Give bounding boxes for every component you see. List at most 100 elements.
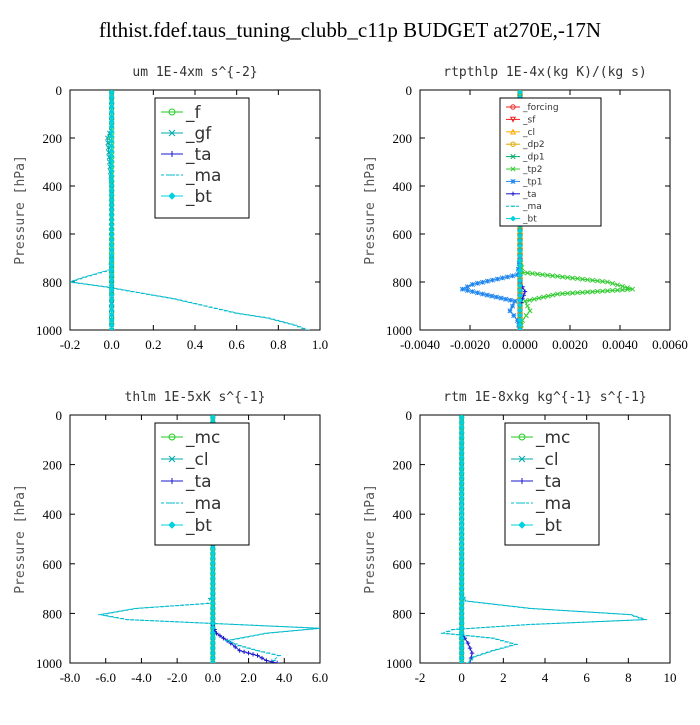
series-ma	[98, 593, 320, 662]
series-bt	[108, 90, 115, 330]
data-point	[237, 648, 242, 653]
data-point	[210, 660, 216, 663]
data-point	[514, 272, 521, 278]
legend-label: _mc	[185, 428, 220, 448]
x-tick-label: 2.0	[240, 670, 256, 685]
data-point	[554, 273, 561, 279]
legend-label: _ta	[185, 472, 212, 492]
data-point	[522, 298, 528, 304]
data-point	[584, 277, 591, 283]
x-tick-label: -4.0	[131, 670, 152, 685]
data-point	[574, 276, 581, 282]
data-point	[498, 295, 504, 301]
data-point	[458, 660, 465, 663]
legend-marker	[169, 478, 175, 484]
panel-title: um 1E-4xm s^{-2}	[132, 65, 257, 80]
legend-label: _ma	[535, 494, 571, 514]
legend-label: _gf	[185, 124, 212, 144]
panel-title: thlm 1E-5xK s^{-1}	[125, 390, 266, 405]
y-tick-label: 600	[393, 557, 413, 572]
legend-label: _ma	[185, 494, 221, 514]
data-point	[259, 655, 265, 661]
x-tick-label: 4.0	[276, 670, 292, 685]
legend-label: _dp1	[522, 153, 545, 163]
data-point	[255, 653, 260, 658]
x-tick-label: 0.6	[229, 337, 246, 352]
legend-label: _ta	[185, 145, 212, 165]
legend-label: _dp2	[522, 140, 545, 150]
legend-marker	[168, 129, 176, 137]
y-axis-label: Pressure [hPa]	[363, 484, 378, 594]
data-point	[624, 286, 631, 293]
data-point	[493, 294, 499, 300]
data-point	[584, 289, 591, 295]
data-point	[599, 278, 606, 284]
legend-marker	[510, 215, 516, 222]
data-point	[550, 292, 556, 298]
legend-label: _bt	[522, 215, 537, 225]
legend-label: _f	[185, 103, 202, 123]
x-tick-label: 8	[625, 670, 632, 685]
legend-marker	[509, 116, 517, 123]
series-ma	[70, 257, 310, 330]
x-tick-label: -0.0040	[400, 337, 440, 352]
y-tick-label: 0	[406, 408, 413, 423]
y-tick-label: 1000	[386, 656, 412, 671]
data-point	[524, 303, 531, 309]
x-tick-label: 0.0060	[652, 337, 688, 352]
data-point	[594, 278, 601, 284]
data-point	[108, 292, 115, 298]
y-tick-label: 400	[393, 507, 413, 522]
x-tick-label: 0.0020	[552, 337, 588, 352]
data-point	[522, 289, 528, 294]
data-point	[515, 266, 521, 272]
y-tick-label: 800	[43, 606, 63, 621]
legend-label: _forcing	[522, 103, 559, 113]
legend: _forcing _sf _cl _dp2 _dp1 _tp2 _tp1 _ta _ma _bt	[499, 97, 602, 227]
legend: _mc_cl_ta_ma_bt	[504, 422, 600, 546]
legend-label: _cl	[535, 450, 559, 470]
legend-label: _ta	[522, 190, 537, 200]
plot-frame	[69, 414, 321, 664]
legend-label: _tp2	[522, 165, 542, 175]
chart-rtm: rtm 1E-8xkg kg^{-1} s^{-1} -2 0 2 4 6 8 10 0 200 4…	[363, 390, 677, 685]
legend-marker	[168, 521, 176, 529]
data-point	[509, 273, 516, 279]
legend-label: _tp1	[522, 177, 542, 187]
legend-marker	[510, 166, 516, 172]
y-tick-label: 1000	[36, 656, 62, 671]
legend-label: _bt	[185, 187, 212, 207]
data-point	[479, 279, 486, 285]
data-point	[464, 284, 471, 290]
y-tick-label: 1000	[36, 323, 62, 338]
legend-label: _bt	[535, 516, 562, 536]
data-point	[559, 274, 566, 280]
data-point	[539, 272, 546, 278]
data-point	[569, 275, 576, 281]
data-point	[274, 660, 280, 663]
data-point	[494, 276, 501, 282]
y-tick-label: 600	[43, 227, 63, 242]
data-point	[499, 275, 506, 281]
data-point	[209, 660, 216, 663]
data-point	[619, 287, 626, 293]
x-tick-label: 0.8	[270, 337, 286, 352]
x-tick-label: 2	[500, 670, 507, 685]
legend-marker	[510, 178, 516, 184]
x-tick-label: -2	[415, 670, 426, 685]
legend: _f_gf_ta_ma_bt	[154, 97, 250, 219]
x-tick-label: 0.4	[187, 337, 204, 352]
data-point	[541, 294, 547, 300]
series-tp1	[459, 255, 523, 330]
legend-marker	[509, 128, 517, 135]
data-point	[564, 290, 571, 296]
y-tick-label: 200	[43, 458, 63, 473]
data-point	[469, 281, 476, 287]
legend: _mc_cl_ta_ma_bt	[154, 422, 250, 546]
data-point	[529, 270, 536, 277]
x-tick-label: 0.0040	[602, 337, 638, 352]
data-point	[459, 660, 465, 663]
data-point	[579, 289, 586, 295]
x-tick-label: 0.0000	[502, 337, 538, 352]
legend-label: _cl	[185, 450, 209, 470]
